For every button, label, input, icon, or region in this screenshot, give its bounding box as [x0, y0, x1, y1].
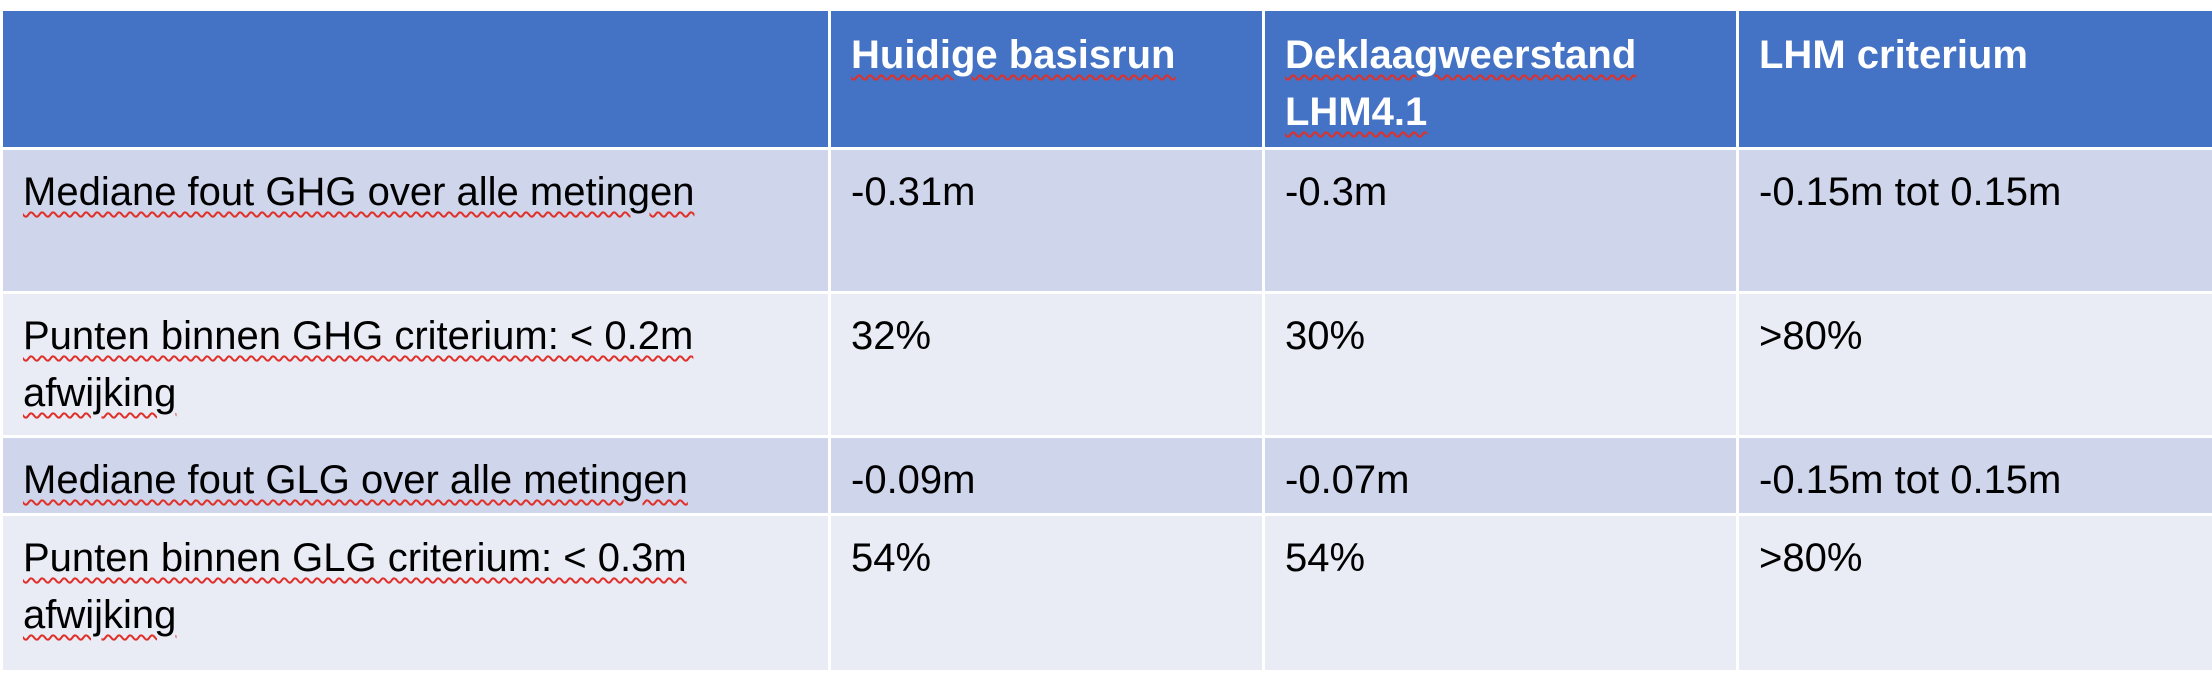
- table-row: Mediane fout GLG over alle metingen -0.0…: [2, 437, 2212, 515]
- table-cell: -0.31m: [830, 149, 1264, 293]
- row-label: Mediane fout GLG over alle metingen: [2, 437, 830, 515]
- header-cell-deklaagweerstand: Deklaagweerstand LHM4.1: [1264, 10, 1738, 149]
- table-cell: -0.3m: [1264, 149, 1738, 293]
- row-label-text: Punten binnen GHG criterium: < 0.2m afwi…: [23, 314, 693, 415]
- row-label-text: Mediane fout GHG over alle metingen: [23, 170, 694, 214]
- table-row: Punten binnen GHG criterium: < 0.2m afwi…: [2, 293, 2212, 437]
- table-row: Mediane fout GHG over alle metingen -0.3…: [2, 149, 2212, 293]
- header-cell-huidige-basisrun: Huidige basisrun: [830, 10, 1264, 149]
- table-cell: -0.07m: [1264, 437, 1738, 515]
- table-cell: -0.09m: [830, 437, 1264, 515]
- row-label: Punten binnen GLG criterium: < 0.3m afwi…: [2, 515, 830, 672]
- table-cell: -0.15m tot 0.15m: [1738, 437, 2212, 515]
- row-label: Mediane fout GHG over alle metingen: [2, 149, 830, 293]
- table-cell: -0.15m tot 0.15m: [1738, 149, 2212, 293]
- header-cell-lhm-criterium: LHM criterium: [1738, 10, 2212, 149]
- table-row: Punten binnen GLG criterium: < 0.3m afwi…: [2, 515, 2212, 672]
- row-label-text: Mediane fout GLG over alle metingen: [23, 458, 688, 502]
- header-row: Huidige basisrun Deklaagweerstand LHM4.1…: [2, 10, 2212, 149]
- table-cell: 54%: [1264, 515, 1738, 672]
- comparison-table: Huidige basisrun Deklaagweerstand LHM4.1…: [0, 8, 2212, 673]
- row-label: Punten binnen GHG criterium: < 0.2m afwi…: [2, 293, 830, 437]
- table-cell: 54%: [830, 515, 1264, 672]
- header-cell-empty: [2, 10, 830, 149]
- table-cell: >80%: [1738, 293, 2212, 437]
- header-label: Huidige basisrun: [851, 33, 1176, 77]
- header-label: Deklaagweerstand LHM4.1: [1285, 33, 1636, 134]
- row-label-text: Punten binnen GLG criterium: < 0.3m afwi…: [23, 536, 687, 637]
- table-cell: >80%: [1738, 515, 2212, 672]
- table-cell: 30%: [1264, 293, 1738, 437]
- table-cell: 32%: [830, 293, 1264, 437]
